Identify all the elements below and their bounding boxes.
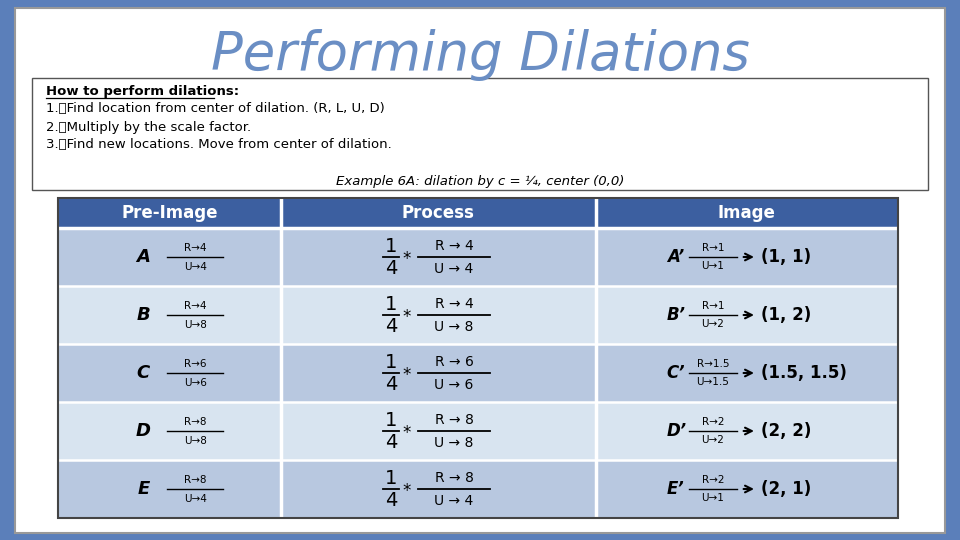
Text: Performing Dilations: Performing Dilations <box>210 29 750 81</box>
Text: 4: 4 <box>385 318 397 336</box>
FancyBboxPatch shape <box>595 402 898 460</box>
Text: E: E <box>137 480 150 498</box>
FancyBboxPatch shape <box>280 198 595 228</box>
Text: *: * <box>403 308 411 326</box>
Text: R → 8: R → 8 <box>435 413 473 427</box>
FancyBboxPatch shape <box>595 198 898 228</box>
Text: Example 6A: dilation by c = ¼, center (0,0): Example 6A: dilation by c = ¼, center (0… <box>336 176 624 188</box>
Text: *: * <box>403 366 411 384</box>
FancyBboxPatch shape <box>32 78 928 190</box>
Text: U → 8: U → 8 <box>435 436 474 450</box>
FancyBboxPatch shape <box>595 228 898 286</box>
Text: R → 4: R → 4 <box>435 239 473 253</box>
Text: R→6: R→6 <box>184 359 206 369</box>
Text: (2, 1): (2, 1) <box>760 480 811 498</box>
Text: R→1: R→1 <box>702 301 724 311</box>
FancyBboxPatch shape <box>595 344 898 402</box>
Text: Pre-Image: Pre-Image <box>121 204 218 222</box>
FancyBboxPatch shape <box>595 460 898 518</box>
FancyBboxPatch shape <box>280 460 595 518</box>
Text: U→6: U→6 <box>184 378 206 388</box>
Text: R → 4: R → 4 <box>435 297 473 311</box>
Text: Process: Process <box>401 204 474 222</box>
Text: 1: 1 <box>385 237 397 255</box>
Text: 3.	Find new locations. Move from center of dilation.: 3. Find new locations. Move from center … <box>46 138 392 152</box>
Text: U→2: U→2 <box>702 435 724 445</box>
Text: (1, 1): (1, 1) <box>760 248 811 266</box>
Text: U→1.5: U→1.5 <box>696 377 730 387</box>
Text: R → 8: R → 8 <box>435 471 473 485</box>
Text: (1, 2): (1, 2) <box>760 306 811 324</box>
Text: U → 4: U → 4 <box>435 262 473 276</box>
Text: 1: 1 <box>385 410 397 429</box>
FancyBboxPatch shape <box>58 198 280 228</box>
Text: 4: 4 <box>385 491 397 510</box>
Text: R → 6: R → 6 <box>435 355 473 369</box>
Text: R→8: R→8 <box>184 417 206 427</box>
FancyBboxPatch shape <box>595 286 898 344</box>
Text: A’: A’ <box>667 248 684 266</box>
Text: (2, 2): (2, 2) <box>760 422 811 440</box>
Text: U→8: U→8 <box>184 436 206 446</box>
FancyBboxPatch shape <box>58 286 280 344</box>
Text: B: B <box>136 306 150 324</box>
Text: U→4: U→4 <box>184 262 206 272</box>
Text: 4: 4 <box>385 260 397 279</box>
Text: R→1.5: R→1.5 <box>697 359 729 369</box>
Text: R→4: R→4 <box>184 301 206 311</box>
Text: 1: 1 <box>385 294 397 314</box>
Text: U→1: U→1 <box>702 261 724 271</box>
Text: U → 8: U → 8 <box>435 320 474 334</box>
Text: 4: 4 <box>385 375 397 395</box>
Text: U→8: U→8 <box>184 320 206 330</box>
Text: 4: 4 <box>385 434 397 453</box>
FancyBboxPatch shape <box>58 402 280 460</box>
Text: U→4: U→4 <box>184 494 206 504</box>
Text: R→4: R→4 <box>184 243 206 253</box>
Text: C: C <box>136 364 150 382</box>
Text: D: D <box>135 422 151 440</box>
Text: U→2: U→2 <box>702 319 724 329</box>
Text: U → 6: U → 6 <box>435 378 474 392</box>
Text: R→2: R→2 <box>702 475 724 485</box>
Text: Image: Image <box>718 204 776 222</box>
Text: *: * <box>403 482 411 500</box>
Text: 1: 1 <box>385 353 397 372</box>
FancyBboxPatch shape <box>58 460 280 518</box>
Text: How to perform dilations:: How to perform dilations: <box>46 84 239 98</box>
Text: R→1: R→1 <box>702 243 724 253</box>
Text: 2.	Multiply by the scale factor.: 2. Multiply by the scale factor. <box>46 120 252 133</box>
Text: R→8: R→8 <box>184 475 206 485</box>
Text: R→2: R→2 <box>702 417 724 427</box>
Text: E’: E’ <box>667 480 684 498</box>
FancyBboxPatch shape <box>280 228 595 286</box>
Text: *: * <box>403 424 411 442</box>
FancyBboxPatch shape <box>280 286 595 344</box>
Text: U → 4: U → 4 <box>435 494 473 508</box>
Text: *: * <box>403 250 411 268</box>
Text: U→1: U→1 <box>702 493 724 503</box>
Text: 1: 1 <box>385 469 397 488</box>
Text: D’: D’ <box>667 422 687 440</box>
FancyBboxPatch shape <box>280 344 595 402</box>
FancyBboxPatch shape <box>58 228 280 286</box>
Text: 1.	Find location from center of dilation. (R, L, U, D): 1. Find location from center of dilation… <box>46 103 385 116</box>
Text: A: A <box>136 248 150 266</box>
Text: (1.5, 1.5): (1.5, 1.5) <box>760 364 847 382</box>
FancyBboxPatch shape <box>15 8 945 533</box>
FancyBboxPatch shape <box>280 402 595 460</box>
Text: C’: C’ <box>667 364 685 382</box>
Text: B’: B’ <box>667 306 685 324</box>
FancyBboxPatch shape <box>58 344 280 402</box>
